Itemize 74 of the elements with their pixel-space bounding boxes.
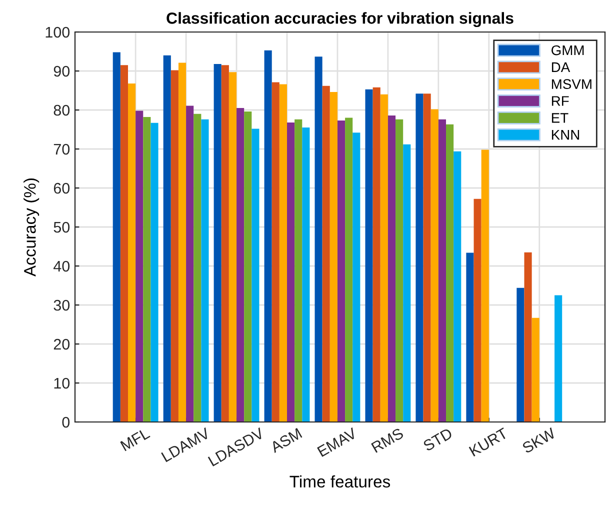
bar (322, 86, 330, 422)
bar (221, 65, 229, 422)
legend-label: KNN (552, 130, 580, 140)
y-axis-title: Accuracy (%) (24, 178, 40, 277)
y-tick-label: 0 (62, 416, 70, 428)
x-axis-title: Time features (290, 475, 390, 488)
bar (264, 50, 272, 422)
bar (252, 128, 260, 422)
x-tick-label: STD (422, 428, 454, 452)
y-tick-label: 60 (54, 182, 70, 194)
bar (454, 151, 462, 422)
bar (345, 118, 353, 422)
bar (446, 124, 454, 422)
bar (294, 119, 302, 422)
bar (524, 252, 532, 422)
bar (372, 87, 380, 422)
legend-label: RF (552, 96, 569, 106)
bar (120, 65, 128, 422)
bar (330, 92, 338, 422)
bar (112, 52, 120, 422)
y-tick-label: 40 (54, 260, 70, 272)
bar (272, 82, 280, 422)
y-tick-label: 10 (54, 378, 70, 389)
bar (388, 115, 396, 422)
y-tick-label: 70 (54, 144, 70, 155)
y-tick-label: 90 (54, 66, 70, 77)
bar (186, 106, 194, 422)
y-tick-label: 30 (54, 300, 70, 311)
bar (466, 252, 474, 422)
bar (314, 56, 322, 422)
chart-title: Classification accuracies for vibration signals (166, 12, 514, 28)
bar (201, 119, 209, 422)
bar (438, 119, 446, 422)
bar (423, 94, 431, 422)
bar (337, 120, 346, 422)
bar (194, 114, 202, 422)
bar (474, 198, 482, 422)
x-tick-label: SKW (522, 427, 556, 454)
bar (516, 288, 524, 422)
legend-label: DA (552, 62, 570, 72)
legend-label: ET (552, 113, 568, 123)
bar (150, 122, 158, 422)
bar (403, 144, 411, 422)
bar (178, 62, 186, 422)
bar (143, 117, 151, 422)
bar (554, 295, 562, 422)
bar (163, 55, 171, 422)
legend-label: MSVM (552, 79, 592, 90)
bar (416, 94, 424, 422)
y-tick-label: 80 (54, 104, 70, 116)
bar (302, 128, 310, 422)
bar (228, 72, 237, 422)
bar (287, 122, 295, 422)
y-tick-label: 50 (54, 222, 70, 233)
bar (532, 318, 540, 422)
bar (430, 109, 438, 422)
bar (481, 150, 489, 422)
bar (279, 84, 287, 422)
bar (236, 108, 244, 422)
bar (352, 132, 360, 422)
x-tick-label: ASM (269, 428, 302, 454)
bar (380, 94, 388, 422)
y-tick-label: 20 (54, 338, 70, 350)
legend-label: GMM (552, 45, 584, 56)
x-tick-label: RMS (370, 428, 404, 453)
bar (170, 70, 178, 422)
bar (365, 89, 373, 422)
y-tick-label: 100 (46, 26, 70, 38)
x-tick-label: MFL (120, 428, 150, 452)
bar (136, 110, 144, 422)
bar (244, 112, 252, 422)
bar (214, 64, 222, 422)
bar (396, 119, 404, 422)
bar (128, 83, 136, 422)
